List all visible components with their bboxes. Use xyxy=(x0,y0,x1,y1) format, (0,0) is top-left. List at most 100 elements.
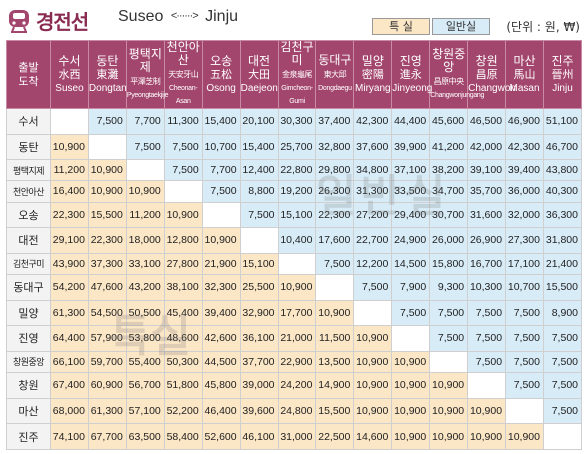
fare-cell: 7,500 xyxy=(467,325,507,352)
corner-arrival: 도착 xyxy=(18,74,39,88)
fare-cell: 54,500 xyxy=(87,299,127,327)
fare-cell: 15,500 xyxy=(87,201,127,229)
column-station-roman: Daejeon xyxy=(240,82,278,94)
fare-cell: 50,500 xyxy=(125,299,165,327)
fare-cell: 46,400 xyxy=(201,397,241,425)
fare-cell: 15,400 xyxy=(239,133,279,161)
fare-cell: 24,200 xyxy=(277,371,317,399)
fare-cell: 10,900 xyxy=(163,201,203,229)
fare-cell: 36,000 xyxy=(505,180,544,203)
fare-cell: 32,800 xyxy=(315,133,355,161)
legend-special: 특 실 xyxy=(372,18,430,35)
fare-cell: 7,500 xyxy=(163,159,203,182)
fare-cell: 31,800 xyxy=(542,227,583,254)
fare-cell: 7,500 xyxy=(353,273,393,301)
table-row: 창원중앙 66,100 59,700 55,400 50,300 44,500 37,700… xyxy=(6,350,583,373)
diagonal-cell xyxy=(429,350,469,373)
fare-cell: 29,400 xyxy=(391,201,431,229)
route-from: Suseo xyxy=(118,8,164,25)
fare-cell: 20,100 xyxy=(239,108,279,135)
fare-cell: 74,100 xyxy=(50,423,89,450)
fare-cell: 57,900 xyxy=(87,325,127,352)
fare-cell: 14,500 xyxy=(391,252,431,275)
fare-cell: 7,500 xyxy=(542,371,583,399)
fare-cell: 59,700 xyxy=(87,350,127,373)
fare-cell: 61,300 xyxy=(50,299,89,327)
column-header: 창원중앙 昌原中央 Changwonjungang xyxy=(429,40,485,109)
fare-cell: 30,300 xyxy=(277,108,317,135)
fare-cell: 10,900 xyxy=(505,423,544,450)
column-header: 진영 進永 Jinyeong xyxy=(391,40,432,109)
diagonal-cell xyxy=(201,201,241,229)
fare-cell: 26,900 xyxy=(467,227,507,254)
diagonal-cell xyxy=(277,252,317,275)
row-header: 진주 xyxy=(6,423,51,450)
fare-cell: 7,500 xyxy=(125,133,165,161)
column-header: 진주 晉州 Jinju xyxy=(542,40,583,109)
column-station-hanja: 金泉龜尾 xyxy=(281,70,313,79)
column-station-roman: Masan xyxy=(509,82,540,94)
fare-cell: 10,900 xyxy=(353,397,393,425)
fare-cell: 10,900 xyxy=(429,423,469,450)
fare-cell: 37,100 xyxy=(391,159,431,182)
table-row: 마산 68,000 61,300 57,100 52,200 46,400 39,600 24… xyxy=(6,397,583,425)
fare-cell: 15,100 xyxy=(239,252,279,275)
fare-cell: 15,500 xyxy=(315,397,355,425)
column-station-hanja: 天安牙山 xyxy=(168,70,199,79)
fare-cell: 66,100 xyxy=(50,350,89,373)
fare-cell: 30,700 xyxy=(429,201,469,229)
fare-cell: 68,000 xyxy=(50,397,89,425)
fare-cell: 18,000 xyxy=(125,227,165,254)
table-row: 천안아산 16,400 10,900 10,900 7,500 8,800 19,200 26… xyxy=(6,180,583,203)
column-station-hanja: 水西 xyxy=(58,67,81,81)
fare-cell: 35,700 xyxy=(467,180,507,203)
fare-cell: 7,500 xyxy=(542,350,583,373)
fare-cell: 22,300 xyxy=(315,201,355,229)
fare-cell: 61,300 xyxy=(87,397,127,425)
row-header: 오송 xyxy=(6,201,51,229)
fare-cell: 54,200 xyxy=(50,273,89,301)
page-title: 경전선 xyxy=(36,10,89,34)
column-station-hanja: 五松 xyxy=(210,67,233,81)
column-station-hanja: 平澤芝制 xyxy=(130,76,161,86)
fare-cell: 10,900 xyxy=(353,350,393,373)
column-station-name: 천안아산 xyxy=(166,40,200,67)
fare-table-body: 수서 7,500 7,700 11,300 15,400 20,100 30,300 37,4… xyxy=(6,108,583,450)
fare-cell: 64,400 xyxy=(50,325,89,352)
fare-cell: 7,500 xyxy=(542,397,583,425)
column-station-roman: Changwonjungang xyxy=(430,91,485,99)
row-header: 진영 xyxy=(6,325,51,352)
fare-cell: 15,400 xyxy=(201,108,241,135)
fare-cell: 10,900 xyxy=(87,180,127,203)
table-row: 밀양 61,300 54,500 50,500 45,400 39,400 32,900 17… xyxy=(6,299,583,327)
table-row: 김천구미 43,900 37,300 33,100 27,800 21,900 15,100… xyxy=(6,252,583,275)
fare-cell: 38,100 xyxy=(163,273,203,301)
column-station-name: 오송 xyxy=(210,53,233,68)
header-row: 출발 도착 수서 水西 Suseo 동탄 東灘 Dongtan 평택지제 平澤芝制 Pyeong… xyxy=(6,40,583,109)
diagonal-cell xyxy=(505,397,544,425)
table-row: 창원 67,400 60,900 56,700 51,800 45,800 39,000 24… xyxy=(6,371,583,399)
fare-cell: 16,400 xyxy=(50,180,89,203)
route-label: Suseo <······> Jinju xyxy=(118,8,238,26)
fare-cell: 22,700 xyxy=(353,227,393,254)
fare-cell: 7,500 xyxy=(429,299,469,327)
fare-cell: 11,500 xyxy=(315,325,355,352)
fare-cell: 27,800 xyxy=(163,252,203,275)
column-station-hanja: 晉州 xyxy=(551,67,574,81)
row-header: 동대구 xyxy=(6,273,51,301)
column-station-name: 창원 xyxy=(475,53,498,68)
fare-cell: 17,700 xyxy=(277,299,317,327)
fare-cell: 34,700 xyxy=(429,180,469,203)
fare-cell: 56,700 xyxy=(125,371,165,399)
fare-cell: 7,500 xyxy=(542,325,583,352)
fare-cell: 11,200 xyxy=(125,201,165,229)
fare-cell: 10,900 xyxy=(125,180,165,203)
fare-cell: 10,900 xyxy=(391,350,431,373)
fare-cell: 10,900 xyxy=(429,397,469,425)
diagonal-cell xyxy=(239,227,279,254)
diagonal-cell xyxy=(542,423,583,450)
row-header: 대전 xyxy=(6,227,51,254)
fare-cell: 19,200 xyxy=(277,180,317,203)
fare-cell: 43,900 xyxy=(50,252,89,275)
fare-cell: 7,500 xyxy=(163,133,203,161)
